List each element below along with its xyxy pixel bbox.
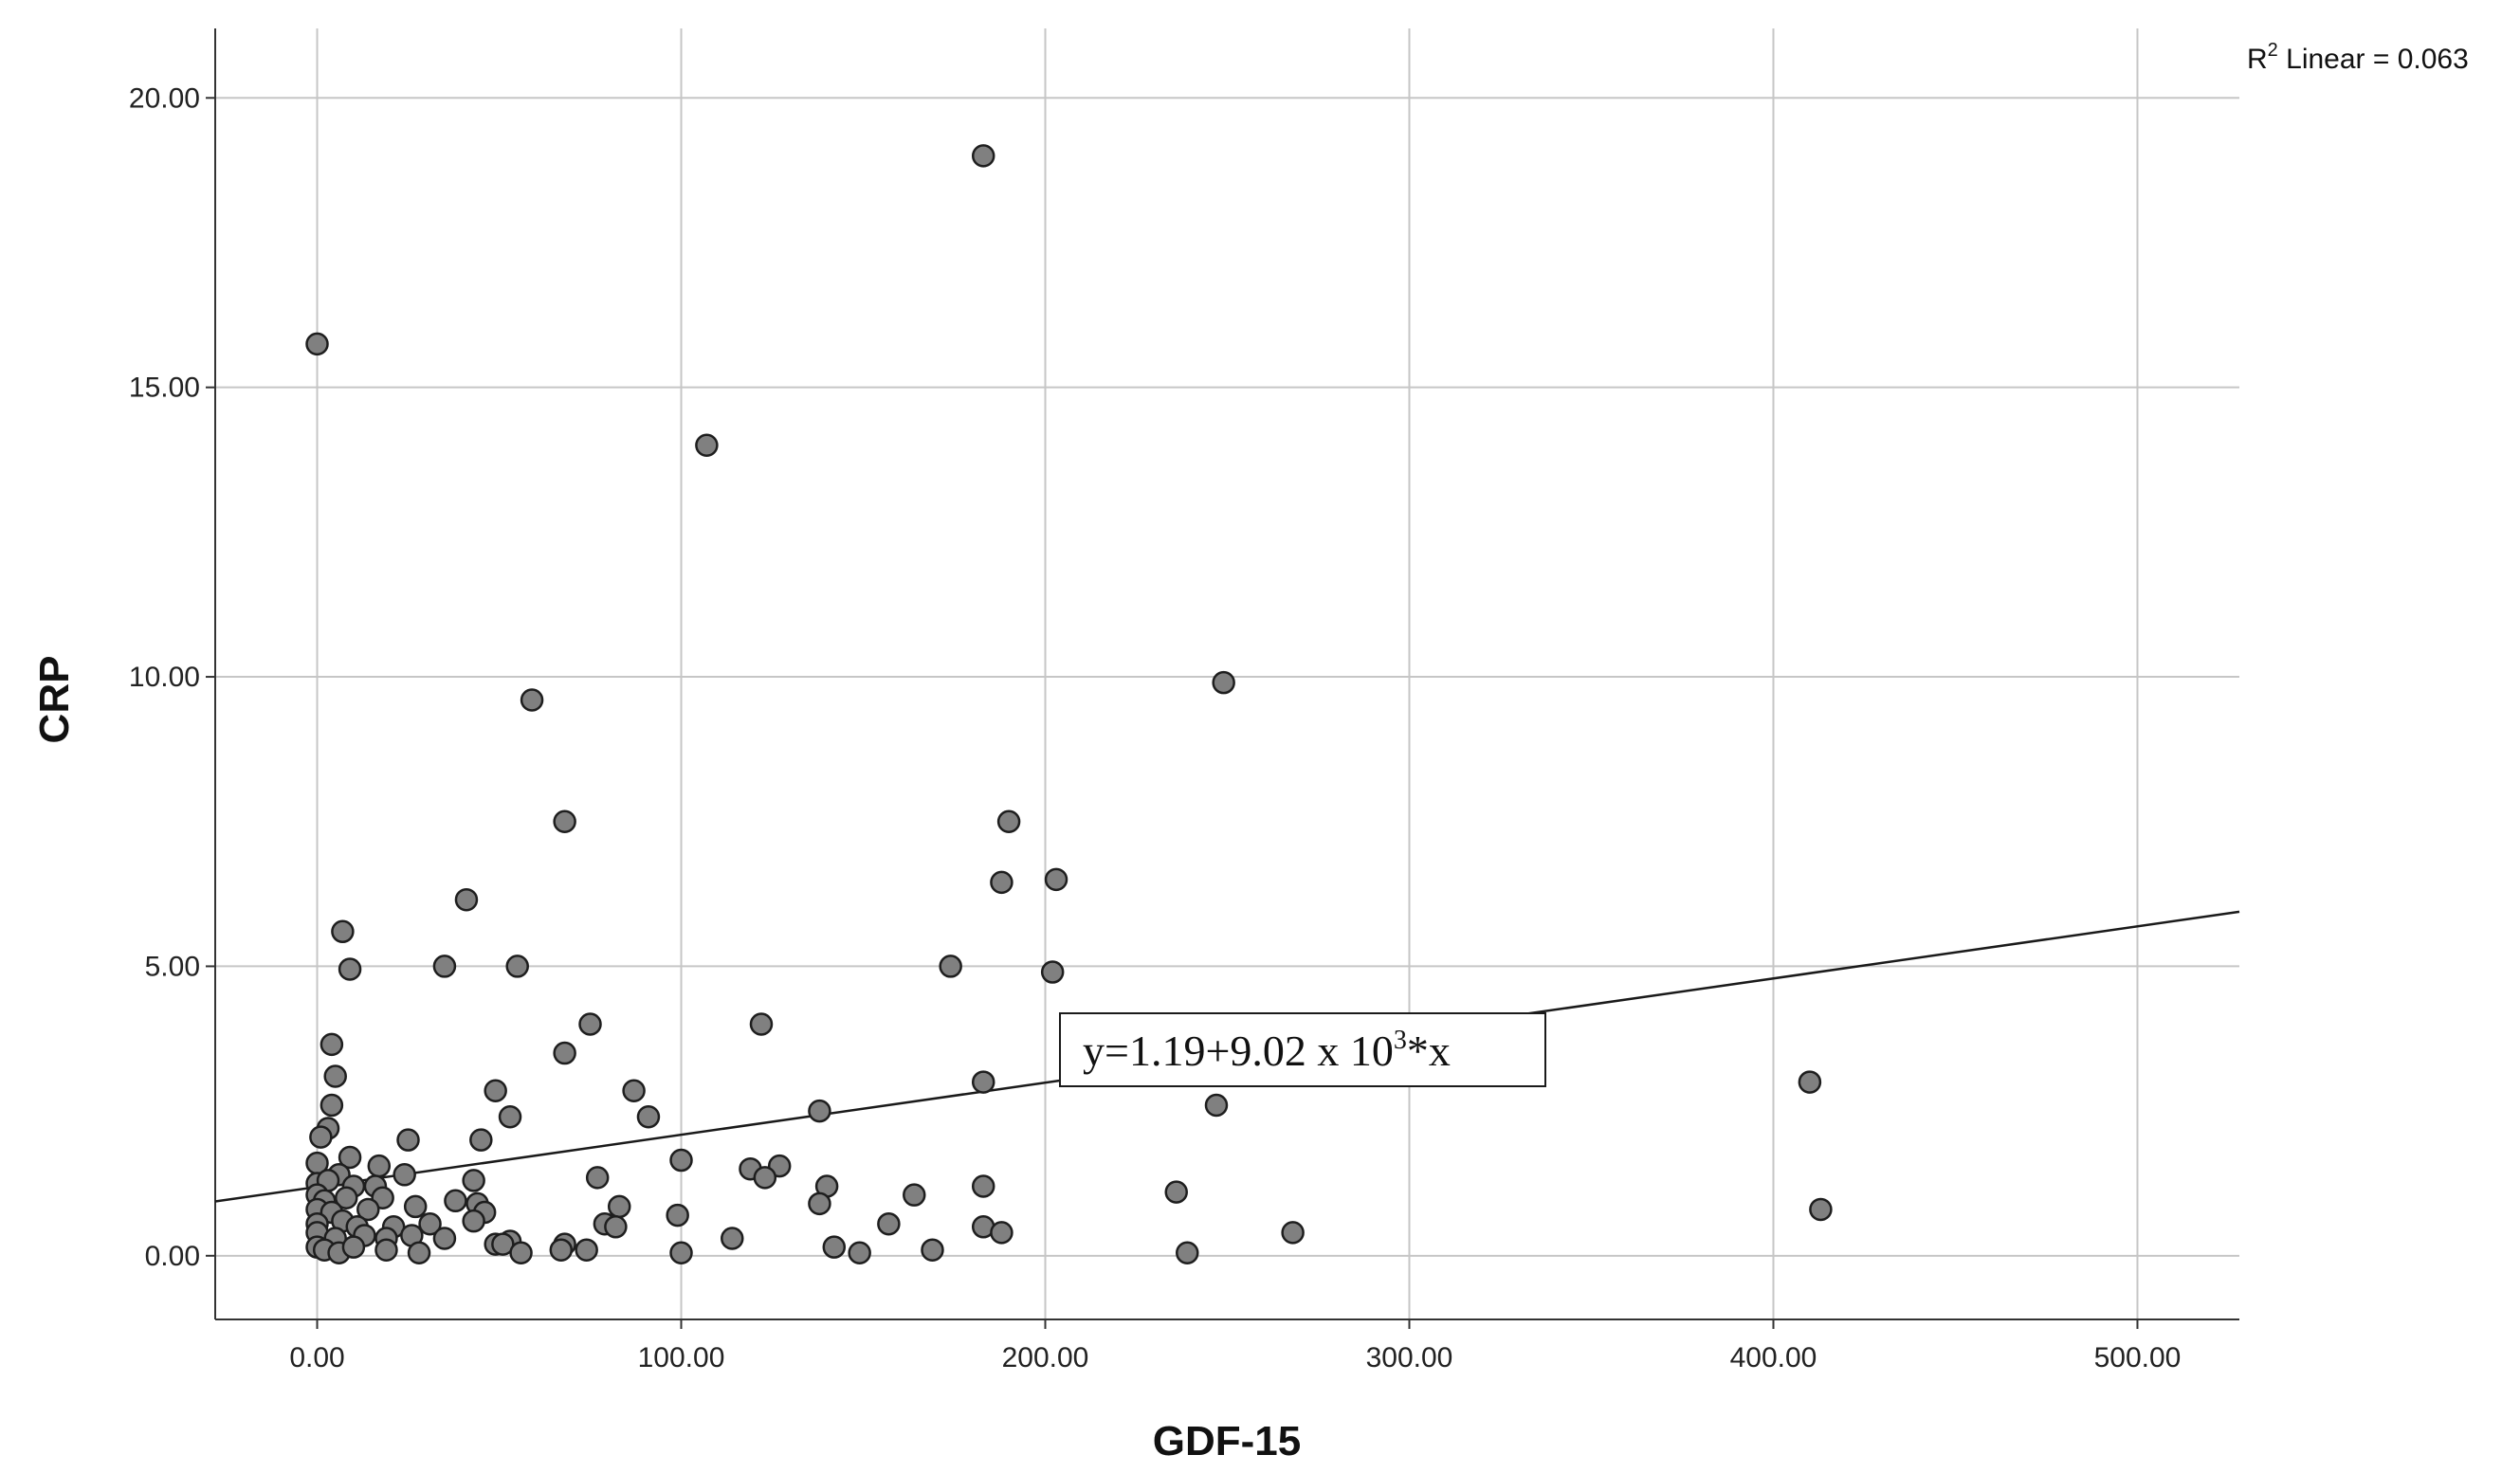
data-point <box>367 1154 392 1178</box>
data-point <box>320 1093 344 1118</box>
data-point <box>356 1197 380 1222</box>
axes <box>206 28 2239 1329</box>
fit-equation-exponent: 3 <box>1394 1026 1407 1055</box>
data-point <box>331 919 355 944</box>
data-point <box>1176 1241 1199 1265</box>
data-point <box>1798 1070 1822 1094</box>
y-tick-label: 10.00 <box>129 662 200 693</box>
data-point <box>971 1174 995 1198</box>
data-point <box>1044 867 1068 892</box>
data-point <box>1281 1221 1305 1245</box>
data-point <box>622 1079 646 1102</box>
data-point <box>585 1166 610 1190</box>
data-point <box>341 1235 366 1259</box>
data-point <box>753 1166 777 1190</box>
data-point <box>334 1186 358 1209</box>
data-point <box>903 1183 926 1207</box>
r2-exponent: 2 <box>2268 40 2278 61</box>
data-point <box>669 1148 693 1173</box>
data-point <box>578 1012 602 1036</box>
r2-label: R2 Linear = 0.063 <box>2247 40 2469 75</box>
data-point <box>607 1194 631 1219</box>
data-point <box>432 1227 457 1250</box>
data-point <box>418 1211 442 1236</box>
data-point <box>491 1232 515 1256</box>
fit-equation-label: y=1.19+9.02 x 103*x <box>1083 1026 1451 1075</box>
fit-equation-prefix: y=1.19+9.02 x 10 <box>1083 1027 1394 1075</box>
data-point <box>469 1128 493 1152</box>
equation-box <box>1059 1012 1546 1087</box>
data-point <box>822 1235 847 1259</box>
data-point <box>990 1221 1013 1245</box>
data-point <box>996 809 1021 833</box>
data-point <box>1212 670 1235 695</box>
tick-labels: 0.00 100.00 200.00 300.00 400.00 500.00 0.00 5.… <box>129 82 2181 1373</box>
data-point <box>549 1238 574 1262</box>
x-tick-label: 300.00 <box>1366 1342 1453 1373</box>
data-point <box>604 1215 628 1239</box>
data-point <box>939 955 962 978</box>
x-tick-label: 100.00 <box>638 1342 725 1373</box>
data-point <box>393 1163 416 1187</box>
data-point <box>520 688 544 712</box>
data-point <box>323 1064 347 1088</box>
data-point <box>305 332 329 356</box>
y-tick-label: 20.00 <box>129 82 200 114</box>
y-axis-title: CRP <box>31 656 78 744</box>
y-tick-label: 0.00 <box>145 1241 200 1272</box>
data-point <box>1809 1197 1833 1222</box>
fit-equation-suffix: *x <box>1407 1027 1451 1075</box>
data-point <box>990 870 1013 895</box>
data-point <box>407 1241 431 1265</box>
data-point <box>432 955 457 978</box>
x-axis-title: GDF-15 <box>1153 1418 1301 1464</box>
data-point <box>509 1241 533 1265</box>
data-point <box>971 1070 995 1094</box>
y-tick-label: 15.00 <box>129 373 200 404</box>
data-point <box>403 1194 428 1219</box>
data-point <box>338 957 362 981</box>
data-point <box>505 955 529 978</box>
data-point <box>553 809 576 833</box>
data-point <box>848 1241 871 1265</box>
annotations: y=1.19+9.02 x 103*x R2 Linear = 0.063 <box>1059 40 2469 1087</box>
x-tick-label: 500.00 <box>2094 1342 2182 1373</box>
data-point <box>454 887 479 912</box>
data-point <box>636 1104 661 1129</box>
data-point <box>553 1041 576 1065</box>
data-point <box>877 1211 901 1236</box>
data-point <box>484 1079 507 1102</box>
data-point <box>1040 960 1065 984</box>
data-point <box>808 1099 831 1123</box>
data-point <box>1164 1180 1188 1204</box>
data-point <box>462 1209 485 1233</box>
data-points <box>305 144 1833 1265</box>
data-point <box>498 1104 522 1129</box>
r2-suffix: Linear = 0.063 <box>2278 44 2469 75</box>
data-point <box>695 433 719 457</box>
x-tick-label: 0.00 <box>289 1342 344 1373</box>
data-point <box>462 1169 485 1192</box>
data-point <box>396 1128 420 1152</box>
data-point <box>666 1203 689 1228</box>
y-tick-label: 5.00 <box>145 951 200 982</box>
data-point <box>374 1238 398 1262</box>
data-point <box>721 1227 744 1250</box>
data-point <box>575 1238 598 1262</box>
data-point <box>808 1191 831 1216</box>
x-tick-label: 200.00 <box>1002 1342 1089 1373</box>
data-point <box>669 1241 693 1265</box>
data-point <box>444 1189 467 1213</box>
r2-prefix: R <box>2247 44 2268 75</box>
x-tick-label: 400.00 <box>1730 1342 1817 1373</box>
data-point <box>921 1238 944 1262</box>
data-point <box>320 1032 344 1057</box>
data-point <box>971 144 995 168</box>
data-point <box>749 1012 774 1036</box>
data-point <box>309 1125 333 1149</box>
data-point <box>338 1145 362 1170</box>
data-point <box>1204 1093 1229 1118</box>
